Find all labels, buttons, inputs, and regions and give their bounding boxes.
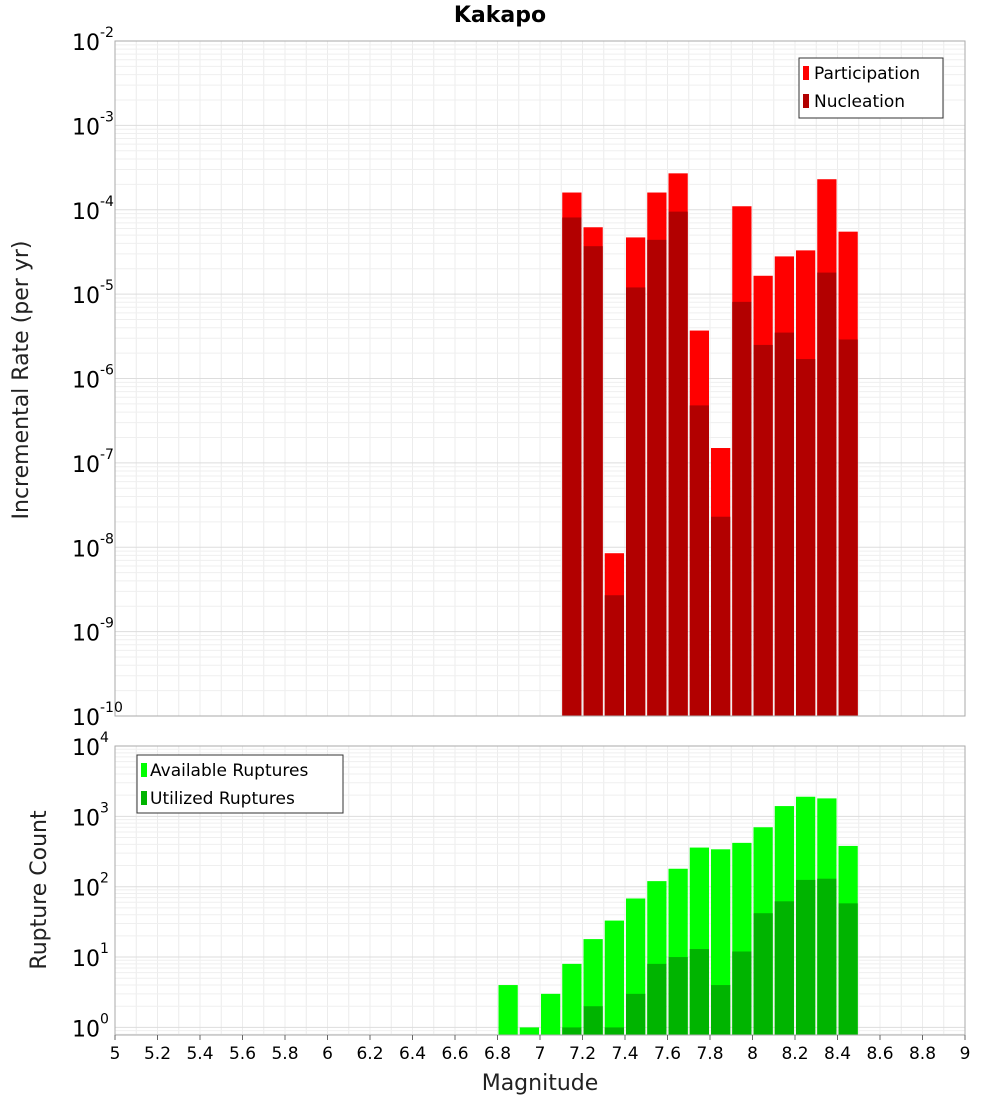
y-tick-label: 100 [72, 1011, 109, 1042]
bar-primary [498, 985, 518, 1035]
y-tick-label: 104 [72, 730, 109, 761]
y-tick-label: 102 [72, 871, 109, 902]
top-y-axis-label: Incremental Rate (per yr) [9, 241, 34, 520]
x-tick-label: 7.6 [654, 1044, 681, 1064]
top-y-ticks: 10-10 10-9 10-8 10-7 10-6 10-5 10-4 10-3 10-2 [72, 25, 123, 731]
bar-secondary [689, 405, 709, 716]
x-tick-label: 5.6 [229, 1044, 256, 1064]
bar-secondary [711, 516, 731, 716]
bar-primary [604, 920, 624, 1035]
bottom-legend-box [136, 754, 344, 814]
x-tick-label: 6.6 [441, 1044, 468, 1064]
bar-secondary [732, 951, 752, 1035]
x-tick-label: 8 [747, 1044, 758, 1064]
y-tick-label: 10-6 [72, 363, 114, 394]
y-tick-label: 10-7 [72, 447, 114, 478]
top-grid [114, 40, 966, 717]
y-tick-label: 10-9 [72, 616, 114, 647]
x-tick-label: 8.4 [824, 1044, 851, 1064]
bar-secondary [562, 217, 582, 716]
bar-secondary [732, 301, 752, 716]
x-tick-label: 9 [960, 1044, 971, 1064]
y-tick-label: 101 [72, 941, 109, 972]
bottom-panel: 100 101 102 103 104 5 5.2 5.4 5.6 5.8 6 6.2 6.4 6.6 6… [27, 730, 970, 1096]
bar-secondary [668, 211, 688, 716]
bar-secondary [604, 595, 624, 716]
x-axis-label: Magnitude [482, 1071, 599, 1096]
bar-secondary [817, 878, 837, 1035]
x-tick-label: 8.8 [909, 1044, 936, 1064]
bar-secondary [817, 272, 837, 716]
top-legend: Participation Nucleation [798, 57, 944, 119]
legend-label-nucleation: Nucleation [814, 92, 905, 112]
x-tick-label: 7.8 [696, 1044, 723, 1064]
bar-secondary [668, 957, 688, 1035]
top-panel: 10-10 10-9 10-8 10-7 10-6 10-5 10-4 10-3 10-2 In… [9, 25, 966, 731]
bar-secondary [689, 949, 709, 1035]
y-tick-label: 103 [72, 800, 109, 831]
y-tick-label: 10-5 [72, 278, 114, 309]
bottom-bars [498, 796, 858, 1035]
x-tick-label: 5.2 [144, 1044, 171, 1064]
bar-secondary [626, 993, 646, 1035]
legend-label-available: Available Ruptures [150, 761, 308, 781]
bar-secondary [774, 332, 794, 716]
x-tick-label: 6.4 [399, 1044, 426, 1064]
bar-primary [562, 963, 582, 1035]
bar-secondary [562, 1027, 582, 1035]
chart-title: Kakapo [454, 3, 546, 28]
bar-secondary [838, 903, 858, 1035]
x-tick-label: 8.2 [781, 1044, 808, 1064]
legend-swatch-available [141, 763, 147, 777]
bottom-y-ticks: 100 101 102 103 104 [72, 730, 109, 1042]
y-tick-label: 10-8 [72, 531, 114, 562]
x-tick-label: 5.4 [186, 1044, 213, 1064]
bar-secondary [774, 901, 794, 1035]
bar-secondary [796, 359, 816, 716]
x-tick-label: 6.2 [356, 1044, 383, 1064]
y-tick-label: 10-10 [72, 700, 123, 731]
x-tick-label: 7 [535, 1044, 546, 1064]
top-legend-box [798, 57, 944, 119]
x-tick-label: 5 [110, 1044, 121, 1064]
y-tick-label: 10-4 [72, 194, 114, 225]
bottom-legend: Available Ruptures Utilized Ruptures [136, 754, 344, 814]
bar-secondary [753, 344, 773, 716]
bar-secondary [711, 985, 731, 1035]
legend-label-utilized: Utilized Ruptures [150, 789, 295, 809]
bar-secondary [583, 1006, 603, 1035]
bar-secondary [838, 339, 858, 716]
top-plot-frame [114, 40, 966, 717]
legend-label-participation: Participation [814, 64, 920, 84]
x-tick-label: 8.6 [866, 1044, 893, 1064]
legend-swatch-nucleation [803, 94, 809, 108]
bar-secondary [796, 879, 816, 1035]
x-tick-label: 7.4 [611, 1044, 638, 1064]
top-bars [562, 173, 858, 717]
bottom-y-axis-label: Rupture Count [27, 810, 52, 970]
x-tick-label: 5.8 [271, 1044, 298, 1064]
x-tick-label: 6 [322, 1044, 333, 1064]
legend-swatch-participation [803, 66, 809, 80]
y-tick-label: 10-3 [72, 109, 114, 140]
x-tick-label: 6.8 [484, 1044, 511, 1064]
bar-secondary [753, 913, 773, 1035]
bar-secondary [626, 287, 646, 716]
bottom-x-ticks: 5 5.2 5.4 5.6 5.8 6 6.2 6.4 6.6 6.8 7 7.2 7.4 7.6 7.8 8… [110, 1035, 971, 1064]
bar-secondary [647, 963, 667, 1035]
bar-primary [541, 993, 561, 1035]
bar-secondary [647, 239, 667, 716]
bar-primary [519, 1027, 539, 1035]
x-tick-label: 7.2 [569, 1044, 596, 1064]
legend-swatch-utilized [141, 791, 147, 805]
bar-secondary [583, 246, 603, 716]
y-tick-label: 10-2 [72, 25, 114, 56]
bar-secondary [604, 1027, 624, 1035]
